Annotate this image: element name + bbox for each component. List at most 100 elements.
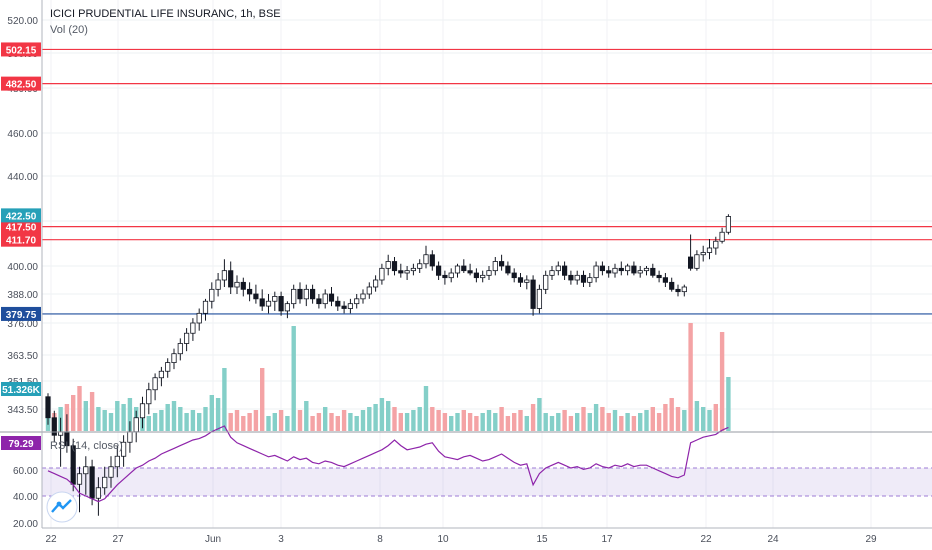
candle-body [209,288,215,302]
candle-body [253,293,259,300]
candle-body [473,272,480,279]
level-tag-label: 411.70 [6,236,36,247]
volume-bar [178,407,183,431]
level-tag-label: 502.15 [6,45,37,56]
candle-body [593,265,599,279]
volume-bar [600,407,605,431]
level-tag [1,306,41,321]
tradingview-logo-icon [46,491,78,523]
volume-bar [165,404,170,431]
candle-body [662,277,669,283]
candle-body [461,265,467,272]
candle-body [89,466,95,499]
volume-bar [688,323,693,431]
candle-body [76,473,83,485]
volume-bar [71,395,76,431]
candle-body [562,265,568,276]
volume-bar [606,413,611,431]
candle-body [694,254,700,269]
volume-bar [291,326,296,431]
volume-bar [675,407,681,431]
candle-body [688,256,694,269]
candle-body [152,377,158,391]
horizontal-levels[interactable] [42,48,932,315]
candle-body [228,270,234,288]
volume-label: Vol (20) [50,24,88,36]
candle-body [454,265,461,274]
candle-body [265,300,272,307]
volume-bar [556,413,561,431]
volume-bar [203,407,208,431]
candle-body [423,254,429,265]
candle-body [114,455,120,468]
volume-bar [575,413,580,431]
candle-body [530,279,536,309]
price-tick-label: 440.00 [7,172,38,183]
volume-bar [310,416,315,431]
volume-bar [127,398,133,431]
candle-body [121,441,127,457]
candle-body [498,261,505,267]
candle-body [681,286,687,293]
volume-bar [524,416,529,431]
level-tag-label: 482.50 [6,80,37,91]
candle-body [719,231,725,242]
volume-bar [228,413,233,431]
candle-body [536,288,543,309]
time-tick-label: 10 [437,534,449,545]
candle-body [505,265,511,274]
volume-bar [707,410,712,431]
volume-bar [650,407,655,431]
time-tick-label: 8 [377,534,383,545]
volume-bar [543,413,548,431]
rsi-tick-label: 20.00 [13,519,38,530]
time-tick-label: 22 [700,534,712,545]
candle-body [643,267,650,272]
volume-bar [121,404,126,431]
volume-bar [266,416,271,431]
rsi-line [47,425,729,503]
time-tick-label: 29 [865,534,877,545]
volume-bar [518,410,523,431]
candle-body [246,288,253,295]
price-tags[interactable]: 502.15 482.50 417.50 411.70 379.75 422.50 51.3… [1,42,41,450]
volume-bar [77,386,82,431]
candle-body [354,298,360,305]
time-tick-label: 3 [278,534,284,545]
candle-body [511,272,517,279]
volume-bar [146,416,151,431]
candle-body [158,370,164,379]
volume-bar [341,410,347,431]
candle-body [95,487,101,499]
volume-bar [329,413,334,431]
volume-bar [304,401,309,431]
price-tick-label: 343.50 [7,405,38,416]
candle-body [599,265,606,272]
volume-bar [669,398,674,431]
rsi-label: RSI (14, close) [50,440,123,452]
last-price-label: 422.50 [6,211,37,222]
candle-body [606,270,612,274]
candle-body [291,288,297,305]
price-tick-label: 376.00 [7,319,38,330]
candles[interactable] [45,214,732,516]
price-tick-label: 520.00 [7,16,38,27]
candle-body [618,267,624,272]
candle-body [146,389,152,405]
candle-body [675,288,681,293]
volume-bar [89,392,95,431]
candle-body [517,277,524,283]
price-tick-label: 400.00 [7,262,38,273]
candle-body [391,261,398,272]
volume-bar [234,410,240,431]
candle-body [102,476,108,489]
candle-body [278,296,284,312]
volume-bar [272,413,277,431]
candle-body [328,293,335,302]
volume-bars [45,323,731,431]
volume-bar [297,410,303,431]
candle-body [322,293,328,305]
candle-body [108,466,114,478]
candle-body [404,270,410,274]
